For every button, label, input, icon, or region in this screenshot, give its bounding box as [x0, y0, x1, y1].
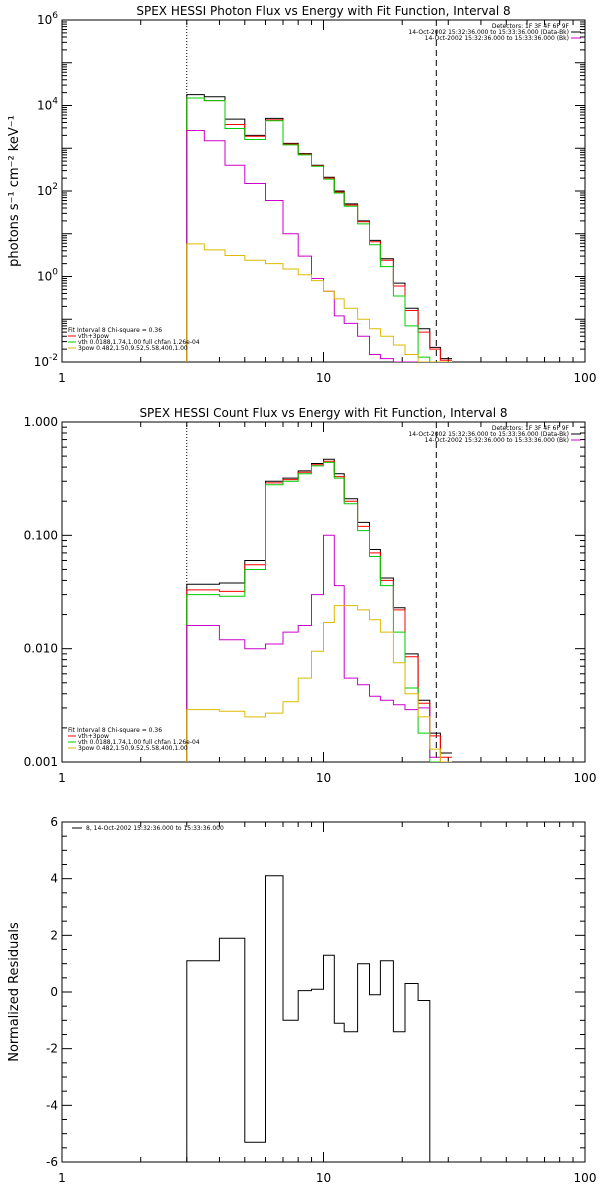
y-tick-label: 104 — [37, 97, 58, 113]
x-tick-label: 1 — [58, 771, 66, 785]
legend-entry: 3pow 0.482,1.50,9.52,5.58,400,1.00 — [78, 345, 188, 352]
y-tick-label: -4 — [46, 1098, 58, 1112]
chart-title: SPEX HESSI Photon Flux vs Energy with Fi… — [136, 4, 510, 18]
legend-entry: Detectors: 1F 3F 4F 6F 9F — [492, 23, 570, 30]
series-line-5 — [186, 243, 452, 362]
series-line-1 — [186, 875, 441, 1162]
x-tick-label: 1 — [58, 1171, 66, 1185]
y-tick-label: 2 — [50, 928, 58, 942]
x-tick-label: 100 — [574, 371, 597, 385]
chart-title: SPEX HESSI Count Flux vs Energy with Fit… — [139, 406, 507, 420]
x-tick-label: 100 — [574, 771, 597, 785]
legend-entry: 14-Oct-2002 15:32:36.000 to 15:33:36.000… — [425, 35, 569, 42]
y-tick-label: 0.001 — [24, 755, 58, 769]
legend-entry: 14-Oct-2002 15:32:36.000 to 15:33:36.000… — [408, 431, 569, 438]
legend-entry: Fit Interval 8 Chi-square = 0.36 — [68, 727, 162, 734]
plot-frame — [61, 821, 586, 1163]
x-tick-label: 1 — [58, 371, 66, 385]
series-line-1 — [186, 458, 452, 762]
chart-panel-3: 1 10 100 6 4 2 0 -2 -4 -6 Normalized Residuals 8, 1… — [7, 815, 596, 1185]
y-tick-label: 100 — [37, 268, 58, 284]
series-line-3 — [186, 97, 452, 362]
x-tick-label: 10 — [316, 1171, 331, 1185]
y-axis-label: photons s⁻¹ cm⁻² keV⁻¹ — [7, 115, 22, 267]
chart-panel-2: SPEX HESSI Count Flux vs Energy with Fit… — [24, 406, 597, 785]
y-tick-label: -6 — [46, 1155, 58, 1169]
y-tick-label: 10-2 — [34, 353, 58, 369]
y-tick-label: 6 — [50, 815, 58, 829]
x-tick-label: 10 — [316, 371, 331, 385]
series-line-5 — [186, 605, 452, 762]
y-tick-label: 102 — [37, 182, 58, 198]
legend-entry: vth+3pow — [78, 333, 109, 340]
y-tick-label: 0.100 — [24, 528, 58, 542]
x-tick-label: 10 — [316, 771, 331, 785]
series-line-4 — [186, 534, 452, 762]
y-tick-label: 0.010 — [24, 642, 58, 656]
y-tick-label: -2 — [46, 1042, 58, 1056]
plot-frame — [61, 19, 586, 363]
legend-entry: 14-Oct-2002 15:32:36.000 to 15:33:36.000… — [408, 29, 569, 36]
series-line-1 — [186, 94, 452, 362]
series-line-2 — [186, 97, 452, 362]
series-line-2 — [186, 460, 452, 762]
series-line-3 — [186, 461, 452, 762]
y-tick-label: 4 — [50, 872, 58, 886]
legend-entry: Fit Interval 8 Chi-square = 0.36 — [68, 327, 162, 334]
legend-entry: 3pow 0.482,1.50,9.52,5.58,400,1.00 — [78, 745, 188, 752]
y-tick-label: 1.000 — [24, 415, 58, 429]
chart-panel-1: SPEX HESSI Photon Flux vs Energy with Fi… — [7, 4, 596, 385]
legend-entry: Detectors: 1F 3F 4F 6F 9F — [492, 425, 570, 432]
y-tick-label: 106 — [37, 11, 58, 27]
legend-entry: vth+3pow — [78, 733, 109, 740]
y-axis-label: Normalized Residuals — [7, 922, 22, 1062]
legend-entry: vth 0.0188,1.74,1.00 full chfan 1.26e-04 — [78, 739, 200, 746]
x-tick-label: 100 — [574, 1171, 597, 1185]
legend-entry: 8, 14-Oct-2002 15:32:36.000 to 15:33:36.… — [86, 825, 224, 832]
y-tick-label: 0 — [50, 985, 58, 999]
legend-entry: vth 0.0188,1.74,1.00 full chfan 1.26e-04 — [78, 339, 200, 346]
legend-entry: 14-Oct-2002 15:32:36.000 to 15:33:36.000… — [425, 437, 569, 444]
